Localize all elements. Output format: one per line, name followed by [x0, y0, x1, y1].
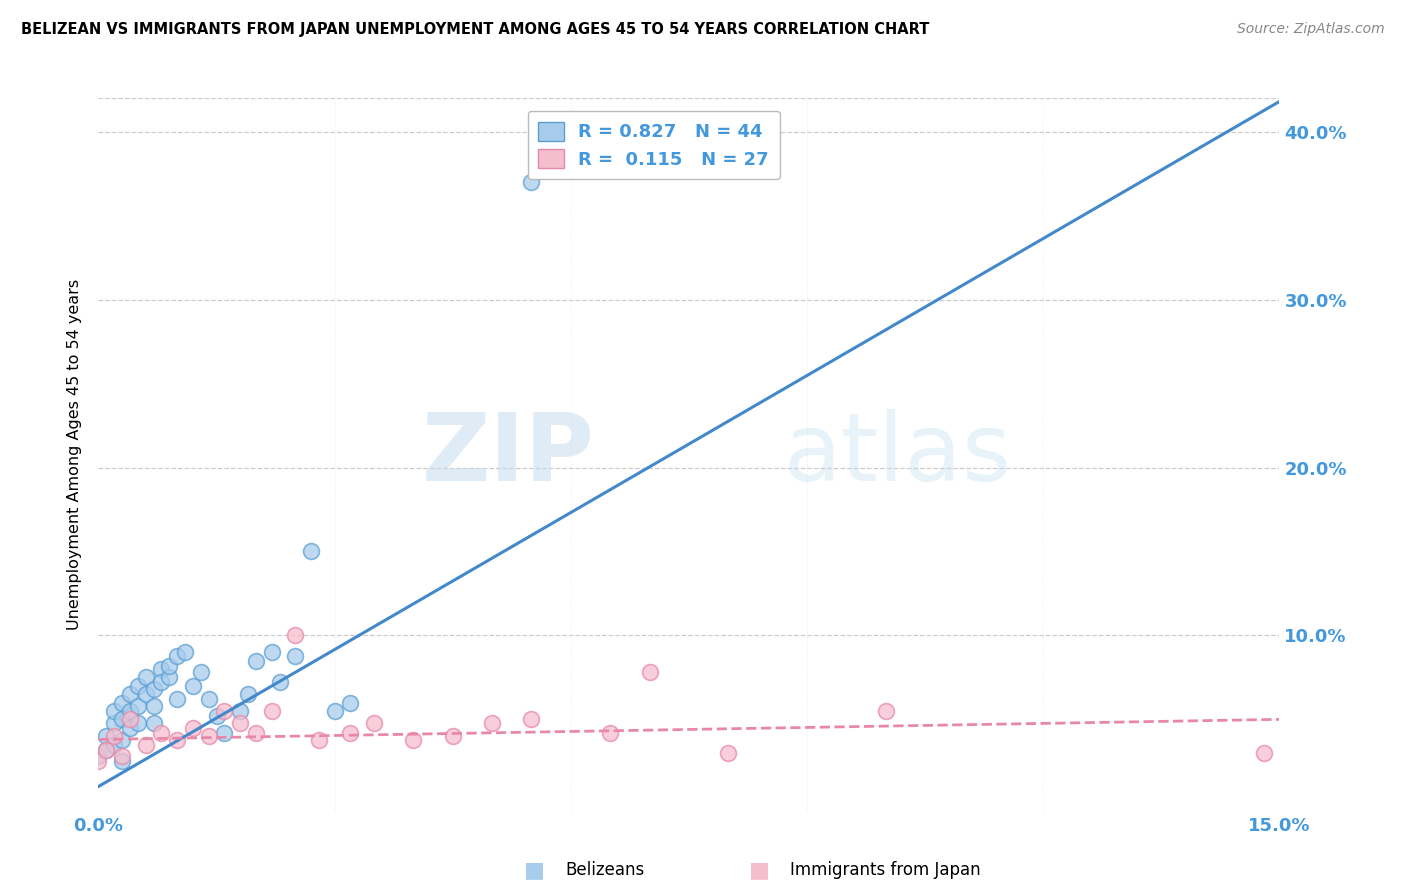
Point — [229, 704, 252, 718]
Point — [157, 658, 180, 673]
Point — [150, 662, 173, 676]
Point — [236, 687, 259, 701]
Point — [339, 726, 361, 740]
Text: ■: ■ — [749, 860, 769, 880]
Point — [229, 715, 252, 730]
Text: BELIZEAN VS IMMIGRANTS FROM JAPAN UNEMPLOYMENT AMONG AGES 45 TO 54 YEARS CORRELA: BELIZEAN VS IMMIGRANTS FROM JAPAN UNEMPL… — [21, 22, 929, 37]
Point — [284, 628, 307, 642]
Point — [197, 692, 219, 706]
Point — [150, 726, 173, 740]
Point — [142, 715, 165, 730]
Point — [87, 749, 110, 764]
Point — [269, 675, 291, 690]
Text: atlas: atlas — [783, 409, 1012, 501]
Point — [441, 729, 464, 743]
Text: ■: ■ — [524, 860, 544, 880]
Point — [260, 704, 283, 718]
Point — [118, 721, 141, 735]
Point — [875, 704, 897, 718]
Point — [181, 721, 204, 735]
Point — [103, 729, 125, 743]
Point — [402, 732, 425, 747]
Point — [520, 175, 543, 189]
Point — [520, 712, 543, 726]
Point — [111, 712, 134, 726]
Point — [214, 726, 236, 740]
Point — [103, 704, 125, 718]
Point — [127, 698, 149, 713]
Point — [339, 696, 361, 710]
Point — [174, 645, 197, 659]
Point — [166, 692, 188, 706]
Point — [96, 729, 118, 743]
Point — [166, 648, 188, 663]
Point — [190, 665, 212, 680]
Point — [323, 704, 346, 718]
Point — [181, 679, 204, 693]
Text: Belizeans: Belizeans — [565, 861, 644, 879]
Point — [118, 687, 141, 701]
Text: ZIP: ZIP — [422, 409, 595, 501]
Point — [599, 726, 621, 740]
Point — [135, 670, 157, 684]
Point — [127, 679, 149, 693]
Point — [245, 726, 267, 740]
Point — [127, 715, 149, 730]
Point — [308, 732, 330, 747]
Point — [638, 665, 661, 680]
Y-axis label: Unemployment Among Ages 45 to 54 years: Unemployment Among Ages 45 to 54 years — [67, 279, 83, 631]
Point — [111, 755, 134, 769]
Point — [197, 729, 219, 743]
Point — [299, 544, 322, 558]
Point — [245, 654, 267, 668]
Point — [260, 645, 283, 659]
Point — [87, 755, 110, 769]
Point — [111, 696, 134, 710]
Point — [111, 749, 134, 764]
Legend: R = 0.827   N = 44, R =  0.115   N = 27: R = 0.827 N = 44, R = 0.115 N = 27 — [527, 111, 779, 179]
Point — [118, 704, 141, 718]
Text: Immigrants from Japan: Immigrants from Japan — [790, 861, 981, 879]
Point — [118, 712, 141, 726]
Point — [717, 746, 740, 760]
Text: Source: ZipAtlas.com: Source: ZipAtlas.com — [1237, 22, 1385, 37]
Point — [111, 732, 134, 747]
Point — [157, 670, 180, 684]
Point — [142, 682, 165, 697]
Point — [214, 704, 236, 718]
Point — [150, 675, 173, 690]
Point — [702, 133, 724, 147]
Point — [135, 738, 157, 752]
Point — [96, 742, 118, 756]
Point — [142, 698, 165, 713]
Point — [205, 709, 228, 723]
Point — [363, 715, 385, 730]
Point — [103, 715, 125, 730]
Point — [284, 648, 307, 663]
Point — [166, 732, 188, 747]
Point — [135, 687, 157, 701]
Point — [1253, 746, 1275, 760]
Point — [103, 738, 125, 752]
Point — [481, 715, 503, 730]
Point — [96, 742, 118, 756]
